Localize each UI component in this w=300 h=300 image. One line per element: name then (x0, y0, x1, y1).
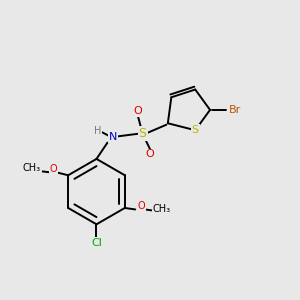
Text: CH₃: CH₃ (152, 204, 170, 214)
Text: O: O (137, 201, 145, 211)
Text: CH₃: CH₃ (23, 163, 41, 173)
Text: S: S (139, 127, 147, 140)
Text: O: O (50, 164, 57, 174)
Text: Cl: Cl (91, 238, 102, 248)
Text: H: H (94, 126, 101, 136)
Text: S: S (192, 125, 199, 135)
Text: Br: Br (229, 105, 241, 115)
Text: N: N (109, 132, 117, 142)
Text: O: O (146, 149, 154, 160)
Text: O: O (134, 106, 142, 116)
